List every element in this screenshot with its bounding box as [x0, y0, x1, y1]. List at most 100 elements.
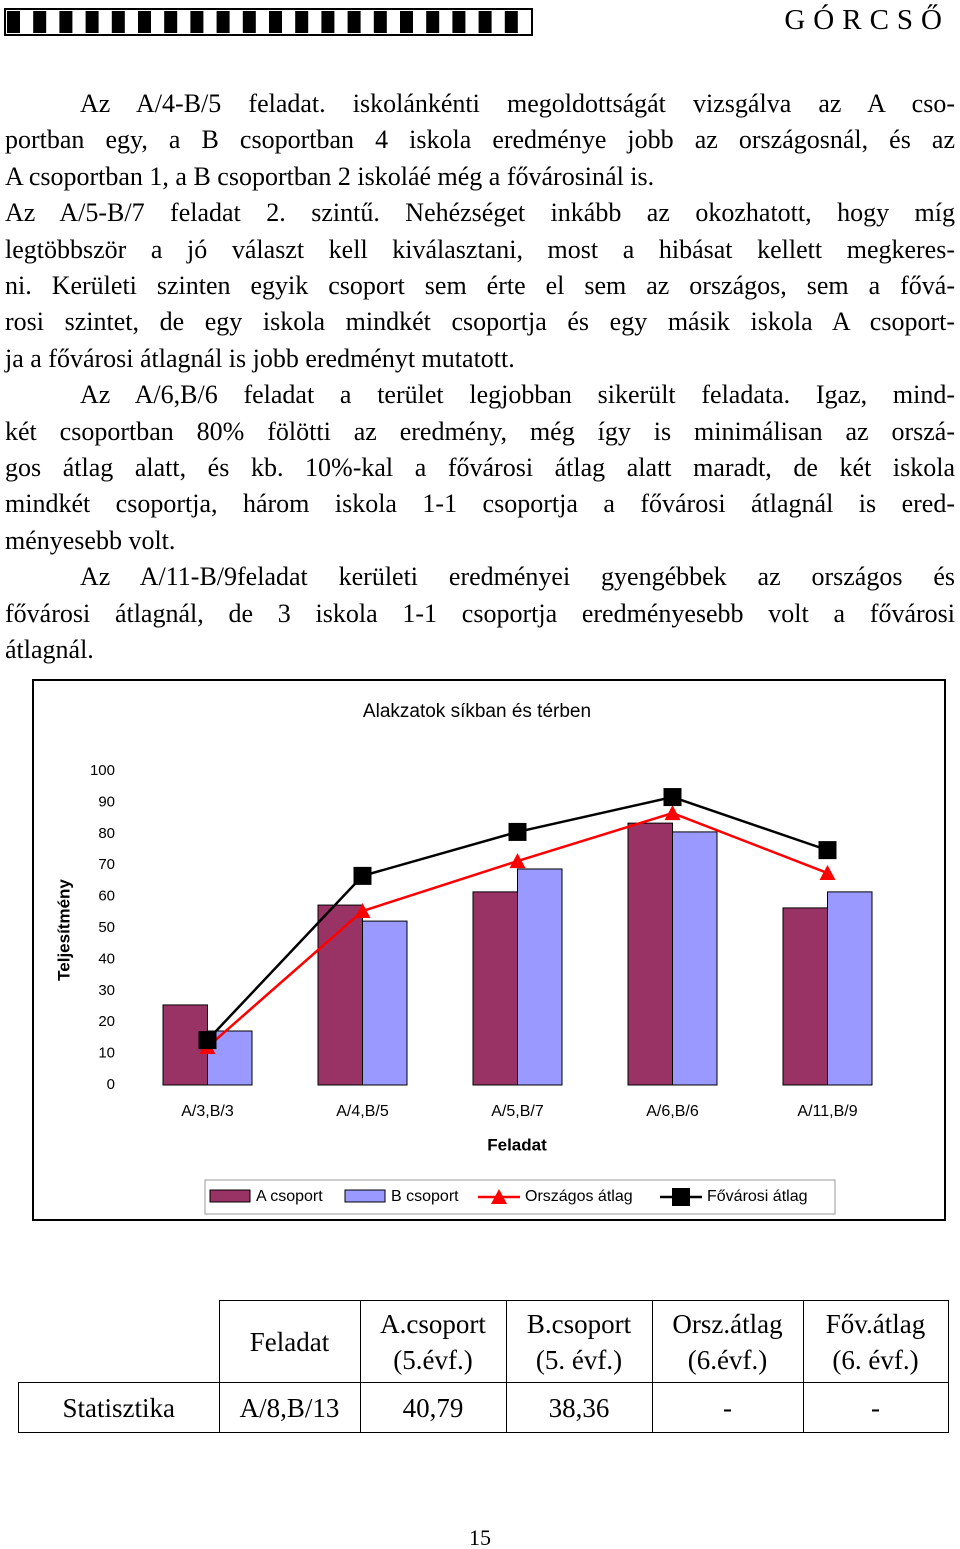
- legend-swatch: [344, 1189, 386, 1203]
- y-tick-label: 80: [98, 825, 115, 842]
- header-title: GÓRCSŐ: [784, 4, 950, 36]
- y-tick-label: 20: [98, 1013, 115, 1030]
- text-line: fővárosi átlagnál, de 3 iskola 1-1 csopo…: [5, 598, 955, 628]
- text-line: rosi szintet, de egy iskola mindkét csop…: [5, 307, 955, 337]
- marker: [509, 853, 526, 869]
- header-square: [59, 11, 73, 33]
- y-tick-label: 30: [98, 982, 115, 999]
- header-bar: [4, 8, 533, 36]
- marker: [354, 903, 371, 919]
- bar: [827, 891, 873, 1086]
- marker: [664, 805, 681, 821]
- header-square: [164, 11, 178, 33]
- legend-label: B csoport: [391, 1188, 459, 1205]
- text-line: két csoportban 80% fölötti az eredmény, …: [5, 416, 955, 446]
- header-line: Orsz.átlag: [672, 1308, 783, 1339]
- header-square: [216, 11, 230, 33]
- bar: [627, 822, 673, 1086]
- legend-marker: [491, 1189, 507, 1204]
- bar: [517, 868, 563, 1086]
- table-row: Statisztika A/8,B/13 40,79 38,36- -: [18, 1382, 949, 1433]
- header-square: [478, 11, 492, 33]
- table-header-cell: A.csoport (5.évf.): [359, 1300, 507, 1383]
- x-tick-label: A/5,B/7: [491, 1103, 544, 1120]
- text-line: gos átlag alatt, és kb. 10%-kal a főváro…: [5, 453, 955, 482]
- legend-label: Fővárosi átlag: [707, 1188, 808, 1205]
- text-line: Az A/6,B/6 feladat a terület legjobban s…: [80, 380, 955, 410]
- y-tick-label: 100: [90, 762, 115, 779]
- bar: [317, 904, 363, 1086]
- header-line: Feladat: [249, 1326, 330, 1357]
- header-square: [269, 11, 282, 33]
- text-line: ni. Kerületi szinten egyik csoport sem é…: [5, 271, 955, 300]
- header-line: (5.évf.): [393, 1344, 473, 1375]
- y-tick-label: 60: [98, 888, 115, 905]
- table-cell: 38,36: [505, 1382, 653, 1433]
- marker: [353, 866, 372, 885]
- table-cell: Statisztika: [18, 1382, 220, 1433]
- marker: [818, 841, 837, 860]
- text-line: mindkét csoportja, három iskola 1-1 csop…: [5, 489, 955, 519]
- text-line: Az A/5-B/7 feladat 2. szintű. Nehézséget…: [5, 198, 955, 228]
- table-cell: 40,79: [359, 1382, 507, 1433]
- legend-label: A csoport: [256, 1188, 323, 1205]
- header-line: Főv.átlag: [825, 1308, 926, 1339]
- header-square: [33, 11, 47, 33]
- table-cell: -: [651, 1382, 804, 1433]
- table-header-cell: Főv.átlag (6. évf.): [802, 1300, 949, 1383]
- text-line: A csoportban 1, a B csoportban 2 iskoláé…: [5, 161, 655, 191]
- table-cell: A/8,B/13: [218, 1382, 361, 1433]
- bar: [782, 907, 828, 1086]
- y-axis-label: Teljesítmény: [54, 879, 73, 981]
- x-tick-label: A/6,B/6: [646, 1103, 699, 1120]
- y-tick-label: 90: [98, 793, 115, 810]
- header-square: [295, 11, 309, 33]
- header-square: [242, 11, 256, 33]
- bar: [672, 831, 718, 1086]
- marker: [198, 1031, 217, 1050]
- y-tick-label: 10: [98, 1045, 115, 1062]
- text-line: legtöbbször a jó választ kell kiválaszta…: [5, 234, 955, 264]
- chart-title: Alakzatok síkban és térben: [363, 701, 591, 722]
- header-line: A.csoport: [380, 1308, 486, 1339]
- marker: [508, 822, 527, 841]
- table-header-cell: B.csoport (5. évf.): [505, 1300, 653, 1383]
- x-tick-label: A/4,B/5: [336, 1103, 389, 1120]
- legend-label: Országos átlag: [525, 1188, 633, 1205]
- stats-table: Feladat A.csoport (5.évf.) B.csoport (5. évf…: [18, 1300, 949, 1433]
- header-square: [7, 11, 20, 33]
- header-square: [347, 11, 361, 33]
- header-square: [452, 11, 466, 33]
- marker: [819, 865, 836, 881]
- text-line: ja a fővárosi átlagnál is jobb eredményt…: [5, 343, 515, 373]
- text-line: Az A/11-B/9feladat kerületi eredményei g…: [80, 562, 955, 592]
- x-tick-label: A/3,B/3: [181, 1103, 234, 1120]
- x-axis-label: Feladat: [487, 1135, 547, 1154]
- header-line: (6.évf.): [687, 1344, 768, 1375]
- header-line: B.csoport: [526, 1308, 632, 1339]
- header-line: (5. évf.): [535, 1344, 623, 1375]
- header-square: [321, 11, 335, 33]
- table-header-cell: Orsz.átlag (6.évf.): [651, 1300, 804, 1383]
- y-tick-label: 0: [107, 1076, 115, 1093]
- text-line: ményesebb volt.: [5, 525, 176, 555]
- text-line: átlagnál.: [5, 635, 94, 664]
- header-square: [504, 11, 518, 33]
- x-tick-label: A/11,B/9: [797, 1103, 857, 1120]
- header-square: [373, 11, 387, 33]
- header-square: [400, 11, 413, 33]
- table-header-row: Feladat A.csoport (5.évf.) B.csoport (5. évf…: [18, 1300, 949, 1383]
- y-tick-label: 40: [98, 950, 115, 967]
- header-square: [111, 11, 125, 33]
- chart: Alakzatok síkban és térben Teljesítmény …: [32, 679, 946, 1221]
- y-tick-label: 70: [98, 856, 115, 873]
- table-header-cell: Feladat: [218, 1300, 361, 1383]
- text-line: portban egy, a B csoportban 4 iskola ere…: [5, 125, 955, 155]
- header-line: (6. évf.): [832, 1344, 919, 1375]
- page-number: 15: [469, 1525, 491, 1549]
- header-square: [190, 11, 204, 33]
- bar: [472, 891, 518, 1086]
- bar: [362, 920, 408, 1086]
- table-cell: -: [802, 1382, 949, 1433]
